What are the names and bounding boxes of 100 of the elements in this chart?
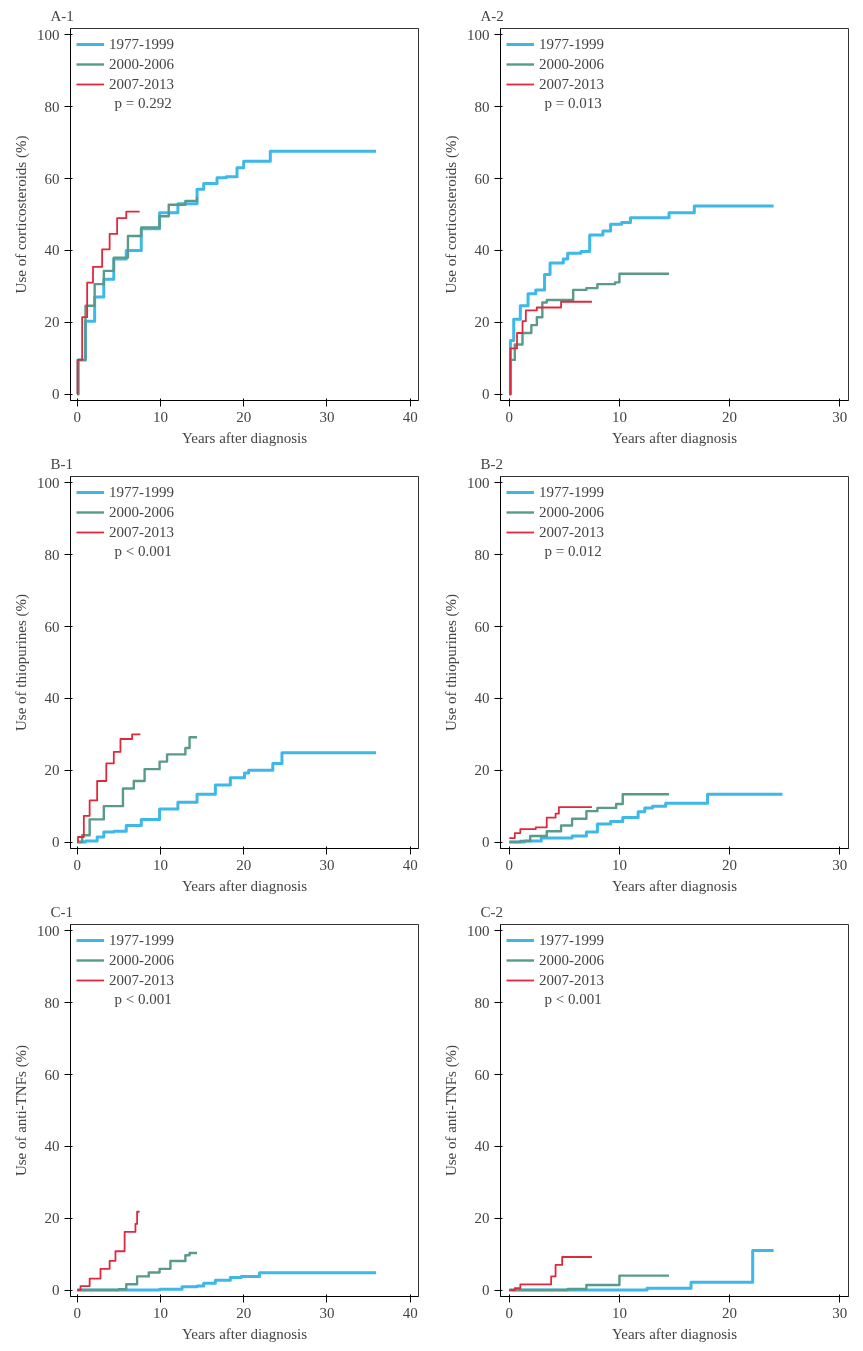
y-tick-label: 0 [482,386,490,403]
x-tick-label: 20 [722,408,738,425]
y-tick-label: 20 [44,314,60,331]
legend-label: 2000-2006 [539,55,604,73]
y-tick-label: 40 [44,690,60,707]
x-axis-title: Years after diagnosis [181,429,308,446]
legend-label: 2000-2006 [539,951,604,969]
chart-title: B-1 [50,455,73,472]
chart-title: A-1 [50,7,74,24]
x-tick-label: 0 [505,408,514,425]
chart-title: C-1 [50,903,73,920]
x-tick-label: 10 [611,856,627,873]
y-tick-label: 80 [44,994,60,1011]
chart-title: A-2 [480,7,504,24]
x-tick-label: 0 [505,856,514,873]
y-tick-label: 20 [44,762,60,779]
x-tick-label: 10 [152,1304,168,1321]
y-axis-title: Use of thiopurines (%) [443,593,460,732]
annotation: p < 0.001 [114,542,172,559]
x-axis-title: Years after diagnosis [611,877,738,894]
y-tick-label: 60 [44,170,60,187]
legend-label: 1977-1999 [109,35,174,53]
x-tick-label: 20 [722,856,738,873]
x-axis-title: Years after diagnosis [181,877,308,894]
annotation: p = 0.012 [544,542,602,559]
x-tick-label: 30 [832,1304,848,1321]
y-tick-label: 100 [37,26,60,43]
x-tick-label: 20 [722,1304,738,1321]
y-tick-label: 100 [467,26,490,43]
chart-title: C-2 [480,903,503,920]
x-tick-label: 10 [611,408,627,425]
x-tick-label: 30 [319,408,335,425]
x-tick-label: 10 [152,856,168,873]
y-tick-label: 80 [44,546,60,563]
x-tick-label: 40 [402,408,418,425]
y-tick-label: 20 [44,1210,60,1227]
y-tick-label: 60 [44,1066,60,1083]
x-tick-label: 0 [73,1304,81,1321]
x-tick-label: 10 [611,1304,627,1321]
x-tick-label: 0 [73,408,81,425]
legend-label: 2007-2013 [539,971,604,989]
legend-label: 2007-2013 [539,523,604,541]
legend-label: 2007-2013 [109,75,174,93]
y-tick-label: 20 [474,314,490,331]
x-tick-label: 0 [505,1304,514,1321]
legend-label: 2007-2013 [109,523,174,541]
legend-label: 1977-1999 [539,35,604,53]
y-tick-label: 20 [474,1210,490,1227]
y-tick-label: 80 [474,546,490,563]
legend-label: 1977-1999 [539,931,604,949]
legend-label: 2000-2006 [109,55,174,73]
legend-label: 2007-2013 [109,971,174,989]
y-tick-label: 100 [467,474,490,491]
annotation: p = 0.292 [114,94,172,111]
annotation: p < 0.001 [544,990,602,1007]
y-tick-label: 40 [474,242,490,259]
legend-label: 2000-2006 [109,951,174,969]
annotation: p = 0.013 [544,94,602,111]
y-tick-label: 0 [52,1282,60,1299]
legend-label: 2000-2006 [539,503,604,521]
x-axis-title: Years after diagnosis [181,1325,308,1342]
y-tick-label: 60 [44,618,60,635]
y-axis-title: Use of anti-TNFs (%) [443,1044,460,1177]
y-tick-label: 80 [474,98,490,115]
annotation: p < 0.001 [114,990,172,1007]
x-tick-label: 20 [236,408,252,425]
y-tick-label: 80 [474,994,490,1011]
y-tick-label: 40 [44,1138,60,1155]
y-tick-label: 0 [482,1282,490,1299]
x-tick-label: 30 [832,408,848,425]
chart-title: B-2 [480,455,503,472]
x-axis-title: Years after diagnosis [611,1325,738,1342]
x-tick-label: 30 [832,856,848,873]
y-tick-label: 80 [44,98,60,115]
x-tick-label: 40 [402,856,418,873]
x-axis-title: Years after diagnosis [611,429,738,446]
y-tick-label: 60 [474,1066,490,1083]
x-tick-label: 30 [319,856,335,873]
y-tick-label: 60 [474,618,490,635]
x-tick-label: 30 [319,1304,335,1321]
y-tick-label: 0 [52,386,60,403]
y-tick-label: 100 [467,922,490,939]
y-tick-label: 40 [44,242,60,259]
legend-label: 2000-2006 [109,503,174,521]
y-tick-label: 40 [474,690,490,707]
y-tick-label: 100 [37,474,60,491]
y-tick-label: 0 [52,834,60,851]
legend-label: 1977-1999 [109,483,174,501]
y-tick-label: 0 [482,834,490,851]
y-axis-title: Use of corticosteroids (%) [443,135,460,294]
y-axis-title: Use of anti-TNFs (%) [13,1044,30,1177]
x-tick-label: 10 [152,408,168,425]
x-tick-label: 20 [236,856,252,873]
y-tick-label: 20 [474,762,490,779]
y-tick-label: 100 [37,922,60,939]
x-tick-label: 20 [236,1304,252,1321]
legend-label: 2007-2013 [539,75,604,93]
y-axis-title: Use of corticosteroids (%) [13,135,30,294]
y-axis-title: Use of thiopurines (%) [13,593,30,732]
legend-label: 1977-1999 [109,931,174,949]
